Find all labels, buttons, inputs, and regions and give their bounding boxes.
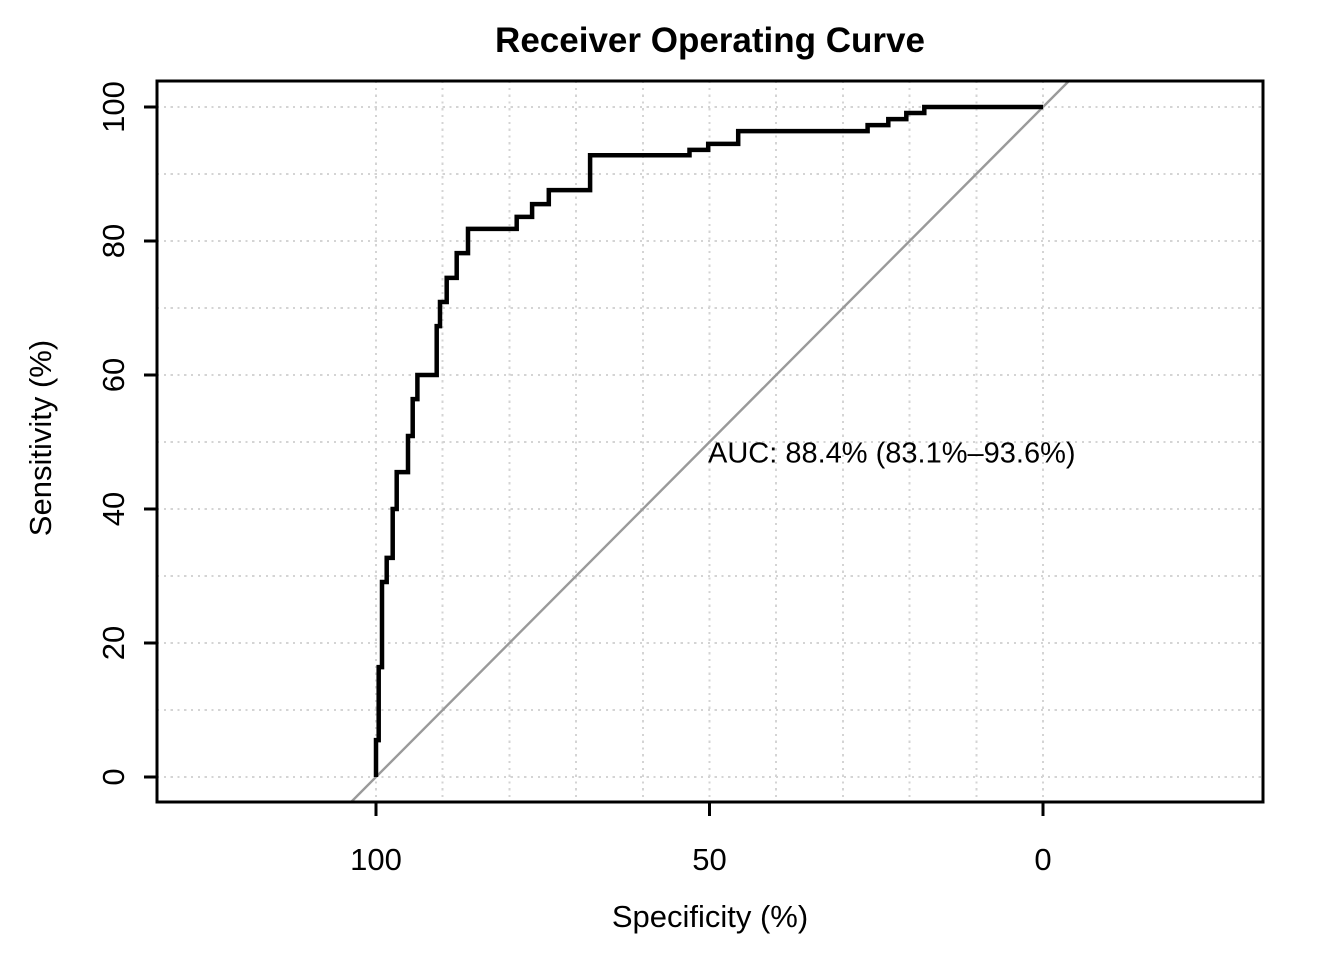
y-tick-label: 80 (96, 223, 131, 259)
y-tick-label: 0 (96, 768, 131, 786)
y-axis-title: Sensitivity (%) (23, 339, 58, 537)
x-tick-label: 50 (692, 842, 727, 877)
roc-curve-path (373, 104, 1043, 777)
x-tick-label: 100 (350, 842, 402, 877)
chart-title: Receiver Operating Curve (495, 21, 925, 60)
x-axis-title: Specificity (%) (611, 899, 809, 934)
auc-annotation: AUC: 88.4% (83.1%–93.6%) (708, 437, 1076, 470)
y-tick-label: 20 (96, 625, 131, 661)
y-tick-label: 40 (96, 491, 131, 527)
x-tick-label: 0 (1034, 842, 1052, 877)
y-tick-label: 100 (96, 81, 131, 133)
y-tick-label: 60 (96, 357, 131, 393)
diagonal-reference-line (350, 80, 1070, 803)
